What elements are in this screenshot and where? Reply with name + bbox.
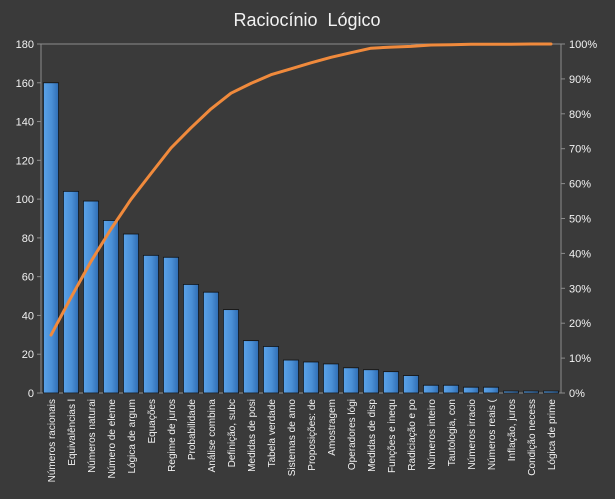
bar <box>523 390 540 394</box>
x-tick-label: Tautologia, con <box>447 399 458 466</box>
y-tick-label: 100 <box>16 194 34 206</box>
x-tick-label: Análise combina <box>207 399 218 473</box>
x-tick-label: Números racionais <box>47 399 58 482</box>
bar <box>123 233 140 394</box>
y2-tick-label: 60% <box>569 179 591 191</box>
x-tick-label: Equivalências l <box>67 399 78 466</box>
bar <box>422 384 439 394</box>
bar <box>282 359 299 394</box>
bar <box>103 220 120 394</box>
y-tick-label: 160 <box>16 78 34 90</box>
x-tick-label: Amostragem <box>327 399 338 456</box>
bar <box>502 390 519 394</box>
chart-title: Raciocínio Lógico <box>233 10 380 30</box>
y-tick-label: 40 <box>22 310 34 322</box>
y-tick-label: 80 <box>22 233 34 245</box>
x-tick-label: Proposições: de <box>307 399 318 471</box>
bar <box>162 256 179 394</box>
x-tick-label: Radiciação e po <box>407 399 418 471</box>
x-axis-labels: Números racionais Equivalências l Números … <box>47 398 558 482</box>
y-tick-label: 0 <box>28 388 34 400</box>
x-tick-label: Números reais ( <box>487 398 498 470</box>
x-tick-label: Número de eleme <box>107 399 118 479</box>
x-tick-label: Tabela verdade <box>267 399 278 468</box>
bar <box>482 386 499 394</box>
bar <box>322 363 339 394</box>
bar <box>382 371 399 394</box>
x-tick-label: Números naturai <box>87 399 98 473</box>
bar <box>302 361 319 394</box>
bar <box>182 284 199 394</box>
bar <box>83 200 100 394</box>
x-tick-label: Funções e inequ <box>387 399 398 473</box>
x-tick-label: Números irracio <box>467 399 478 470</box>
x-tick-label: Lógica de prime <box>547 399 558 471</box>
y2-tick-label: 70% <box>569 144 591 156</box>
x-tick-label: Números inteiro <box>427 399 438 470</box>
bar <box>462 386 479 394</box>
x-tick-label: Definição, subc <box>227 399 238 467</box>
bar <box>342 367 359 394</box>
x-tick-label: Medidas de disp <box>367 399 378 472</box>
x-tick-label: Inflação, juros <box>507 399 518 461</box>
x-tick-label: Sistemas de amo <box>287 399 298 477</box>
x-tick-label: Operadores lógi <box>347 399 358 470</box>
bar <box>142 254 159 394</box>
x-tick-label: Condição necess <box>527 399 538 476</box>
bar <box>242 340 259 394</box>
bar <box>202 291 219 394</box>
y2-tick-label: 50% <box>569 214 591 226</box>
y2-tick-label: 20% <box>569 318 591 330</box>
x-tick-label: Regime de juros <box>167 399 178 472</box>
bar <box>442 384 459 394</box>
cumulative-line-series <box>49 42 553 337</box>
y2-tick-label: 100% <box>569 39 597 51</box>
bar <box>63 190 80 394</box>
y2-tick-label: 0% <box>569 388 585 400</box>
bar <box>43 82 60 394</box>
y-axis-right: 0% 10% 20% 30% 40% 50% 60% 70% 80% 90% 100% <box>561 39 597 400</box>
y-tick-label: 140 <box>16 117 34 129</box>
y2-tick-label: 40% <box>569 248 591 260</box>
bar-series <box>43 82 560 394</box>
y-tick-label: 180 <box>16 39 34 51</box>
bar <box>543 390 560 394</box>
y2-tick-label: 90% <box>569 74 591 86</box>
y2-tick-label: 30% <box>569 283 591 295</box>
y-tick-label: 120 <box>16 155 34 167</box>
cumulative-line <box>49 42 553 337</box>
x-tick-label: Lógica de argum <box>127 399 138 474</box>
bar <box>362 369 379 394</box>
x-tick-label: Equações <box>147 399 158 443</box>
y2-tick-label: 10% <box>569 353 591 365</box>
y2-tick-label: 80% <box>569 109 591 121</box>
bar <box>262 346 279 394</box>
y-tick-label: 20 <box>22 349 34 361</box>
y-tick-label: 60 <box>22 272 34 284</box>
x-tick-label: Medidas de posi <box>247 399 258 472</box>
x-tick-label: Probabilidade <box>187 399 198 461</box>
bar <box>402 375 419 394</box>
bar <box>222 309 239 394</box>
y-axis-left: 0 20 40 60 80 100 120 140 160 180 <box>16 39 41 400</box>
